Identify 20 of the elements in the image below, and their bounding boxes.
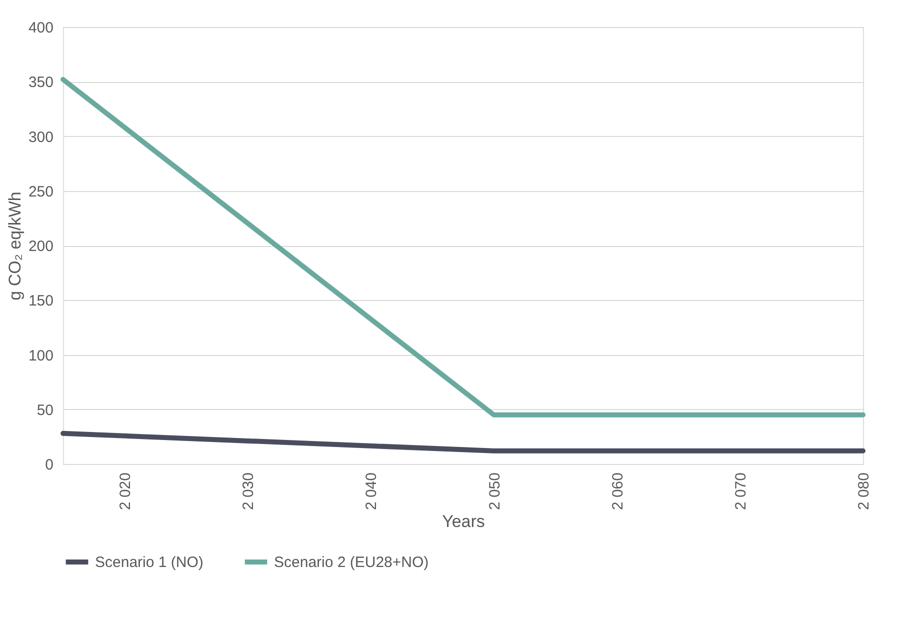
x-tick-label: 2 020 [117, 472, 134, 510]
y-tick-label: 300 [28, 128, 54, 146]
y-tick-label: 100 [28, 347, 54, 364]
y-tick-label: 250 [28, 183, 54, 200]
y-tick-label: 150 [28, 292, 54, 310]
x-tick-label: 2 060 [609, 472, 626, 510]
legend-label: Scenario 2 (EU28+NO) [274, 554, 429, 571]
y-tick-label: 400 [28, 20, 54, 36]
y-tick-label: 350 [28, 74, 54, 92]
legend-label: Scenario 1 (NO) [95, 554, 204, 571]
y-tick-label: 0 [45, 456, 54, 474]
y-axis-title: g CO₂ eq/kWh [5, 192, 24, 300]
x-axis-title: Years [442, 512, 485, 532]
y-tick-label: 200 [28, 238, 54, 255]
x-tick-label: 2 030 [240, 472, 258, 510]
x-tick-label: 2 050 [486, 472, 504, 510]
x-tick-label: 2 070 [732, 472, 750, 510]
x-tick-label: 2 080 [856, 472, 872, 510]
x-tick-label: 2 040 [363, 472, 380, 510]
y-tick-label: 50 [36, 402, 54, 419]
